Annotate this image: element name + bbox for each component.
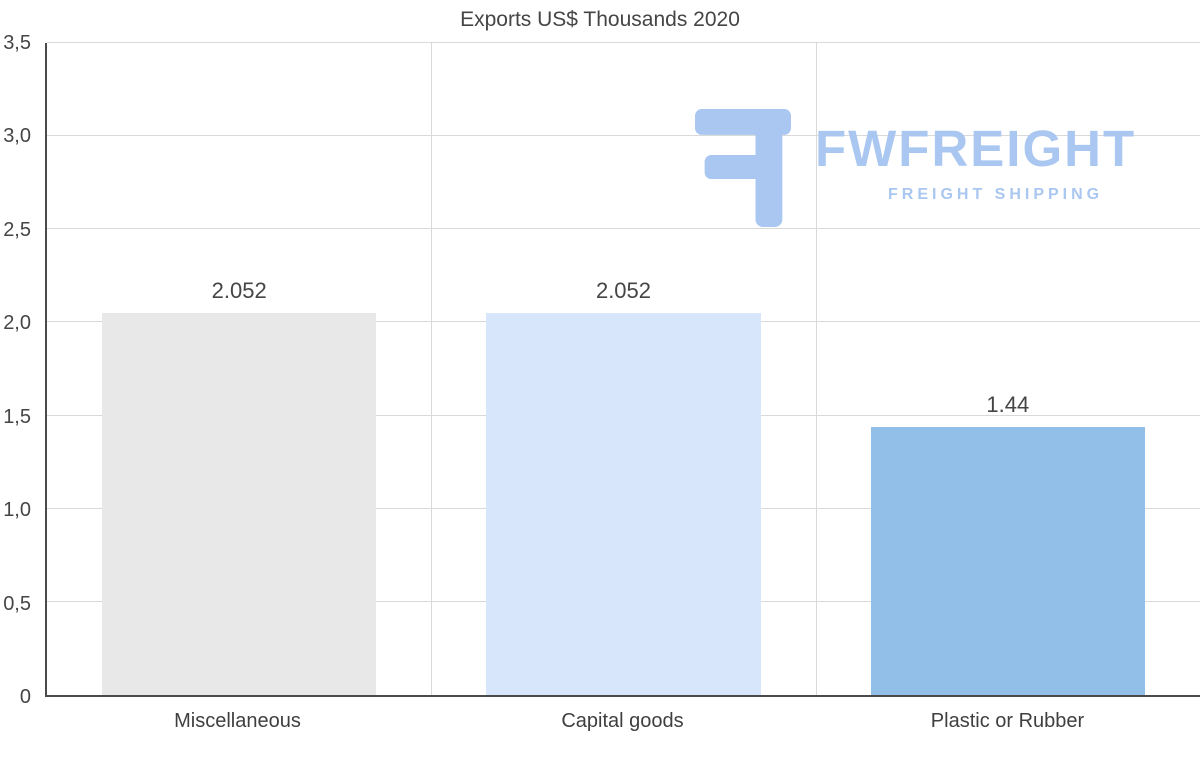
category-separator [815, 43, 817, 695]
gridline [47, 135, 1200, 137]
bar-capital-goods [486, 312, 761, 695]
y-tick-label: 3,5 [3, 32, 31, 54]
y-tick-label: 2,0 [3, 312, 31, 335]
bar-slot: 2.052 [47, 43, 431, 695]
x-axis-labels: Miscellaneous Capital goods Plastic or Rub… [45, 697, 1200, 763]
y-tick-label: 1,5 [3, 405, 31, 428]
y-axis-labels: 3,5 3,0 2,5 2,0 1,5 1,0 0,5 0 [0, 32, 37, 708]
y-tick-label: 0,5 [3, 592, 31, 615]
bar-miscellaneous [101, 312, 377, 695]
x-category-label: Plastic or Rubber [930, 710, 1085, 732]
category-separator [431, 43, 433, 695]
x-category-label: Capital goods [561, 710, 684, 732]
y-tick-label: 0 [19, 686, 31, 708]
bar-value-label: 2.052 [211, 277, 267, 303]
y-tick-label: 3,0 [3, 125, 31, 148]
plot-area: 2.052 2.052 1.44 FWFREIGHT FREIGHT SHIPPIN… [45, 42, 1200, 697]
y-tick-label: 1,0 [3, 499, 31, 522]
bars: 2.052 2.052 1.44 [47, 43, 1200, 695]
bar-value-label: 2.052 [595, 277, 652, 303]
y-tick-label: 2,5 [3, 218, 31, 241]
gridline [47, 42, 1200, 43]
x-category-label: Miscellaneous [174, 710, 301, 732]
bar-plastic-or-rubber [870, 426, 1146, 695]
chart-title: Exports US$ Thousands 2020 [460, 8, 740, 31]
bar-slot: 1.44 [816, 43, 1200, 695]
bar-value-label: 1.44 [986, 391, 1030, 417]
bar-slot: 2.052 [431, 43, 815, 695]
gridline [47, 228, 1200, 230]
